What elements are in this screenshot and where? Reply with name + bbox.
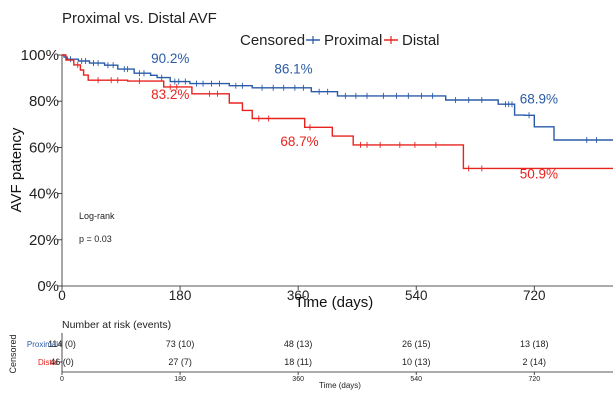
risk-cell: 46 (0) [50, 357, 74, 367]
risk-row-label: Distal [38, 358, 58, 367]
legend: Censored Proximal Distal [240, 32, 440, 49]
x-tick-label: 180 [169, 288, 192, 303]
risk-x-tick-label: 720 [528, 376, 540, 383]
risk-x-tick-label: 180 [174, 376, 186, 383]
legend-title: Censored [240, 32, 305, 49]
risk-cell: 13 (18) [520, 339, 549, 349]
x-tick-label: 540 [405, 288, 428, 303]
annotation-distal: 68.7% [280, 134, 318, 149]
log-rank-label: Log-rank [79, 211, 115, 221]
legend-item-proximal: Proximal [324, 32, 382, 49]
risk-cell: 2 (14) [523, 357, 547, 367]
y-tick-label: 60% [29, 139, 59, 156]
risk-cell: 10 (13) [402, 357, 431, 367]
series-line-proximal [62, 54, 613, 141]
y-tick-label: 100% [21, 47, 59, 64]
p-value-label: p = 0.03 [79, 234, 112, 244]
risk-table: Number at risk (events) Censored Proxima… [8, 319, 613, 390]
risk-cell: 73 (10) [166, 339, 195, 349]
y-tick-label: 80% [29, 93, 59, 110]
risk-row-label: Proximal [27, 340, 58, 349]
risk-table-title: Number at risk (events) [62, 319, 171, 331]
x-tick-label: 360 [287, 288, 310, 303]
risk-cell: 114 (0) [48, 339, 76, 349]
x-axis-label: Time (days) [295, 294, 374, 311]
annotation-proximal: 90.2% [151, 51, 189, 66]
chart-title: Proximal vs. Distal AVF [62, 10, 217, 27]
annotation-proximal: 68.9% [520, 92, 558, 107]
risk-table-x-label: Time (days) [319, 381, 361, 390]
y-axis-label: AVF patency [8, 127, 25, 212]
legend-item-distal: Distal [402, 32, 440, 49]
x-tick-label: 0 [58, 288, 66, 303]
risk-table-y-label: Censored [8, 334, 18, 373]
y-tick-label: 40% [29, 186, 59, 203]
risk-cell: 26 (15) [402, 339, 431, 349]
y-tick-label: 20% [29, 232, 59, 249]
annotation-distal: 50.9% [520, 167, 558, 182]
risk-cell: 48 (13) [284, 339, 313, 349]
series-line-distal [62, 54, 613, 170]
annotation-distal: 83.2% [151, 87, 189, 102]
annotation-proximal: 86.1% [274, 61, 312, 76]
risk-x-tick-label: 0 [60, 376, 64, 383]
x-tick-label: 720 [523, 288, 546, 303]
risk-cell: 27 (7) [168, 357, 192, 367]
risk-x-tick-label: 360 [292, 376, 304, 383]
y-tick-label: 0% [37, 278, 59, 295]
series-layer [62, 54, 613, 172]
risk-cell: 18 (11) [284, 357, 312, 367]
risk-x-tick-label: 540 [410, 376, 422, 383]
